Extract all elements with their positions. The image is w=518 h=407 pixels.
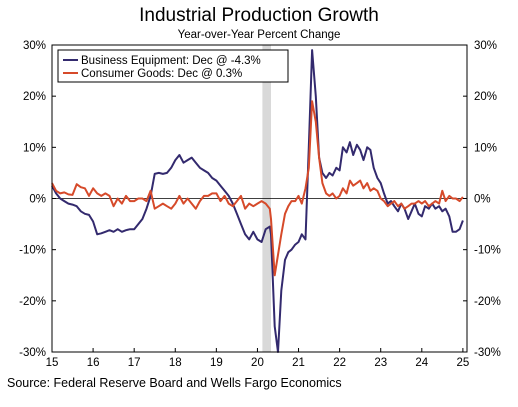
y-tick-label-left: -20%: [19, 296, 46, 308]
y-tick-label-left: 10%: [23, 142, 46, 154]
y-tick-label-left: -10%: [19, 245, 46, 257]
x-tick-label: 15: [46, 357, 59, 369]
y-tick-label-right: 30%: [474, 40, 497, 52]
legend: Business Equipment: Dec @ -4.3% Consumer…: [57, 49, 289, 83]
x-tick-label: 25: [456, 357, 469, 369]
chart-title: Industrial Production Growth: [139, 5, 379, 26]
y-tick-label-left: -30%: [19, 347, 46, 359]
y-tick-label-right: -10%: [474, 245, 501, 257]
x-tick-label: 22: [333, 357, 346, 369]
y-tick-label-right: -30%: [474, 347, 501, 359]
y-tick-label-left: 20%: [23, 91, 46, 103]
y-tick-label-right: 10%: [474, 142, 497, 154]
x-tick-label: 16: [87, 357, 100, 369]
series-layer: [51, 49, 464, 353]
y-tick-label-left: 30%: [23, 40, 46, 52]
chart-subtitle: Year-over-Year Percent Change: [177, 29, 341, 41]
series-line-business-equipment: [51, 49, 464, 353]
x-tick-label: 17: [128, 357, 141, 369]
x-tick-label: 20: [251, 357, 264, 369]
source-note: Source: Federal Reserve Board and Wells …: [7, 376, 342, 390]
x-tick-label: 24: [415, 357, 428, 369]
legend-label-business-equipment: Business Equipment: Dec @ -4.3%: [81, 55, 261, 67]
x-tick-label: 21: [292, 357, 305, 369]
x-tick-label: 19: [210, 357, 223, 369]
axis-layer: 30% 30% 20% 20% 10% 10% 0% 0% -10% -10% -20% -20% -3…: [19, 40, 501, 369]
y-tick-label-right: 0%: [474, 194, 491, 206]
legend-label-consumer-goods: Consumer Goods: Dec @ 0.3%: [81, 68, 242, 80]
y-tick-label-right: 20%: [474, 91, 497, 103]
legend-box: [57, 49, 289, 83]
y-tick-label-left: 0%: [29, 194, 46, 206]
y-tick-label-right: -20%: [474, 296, 501, 308]
series-line-consumer-goods: [51, 100, 464, 277]
x-tick-label: 23: [374, 357, 387, 369]
x-tick-label: 18: [169, 357, 182, 369]
